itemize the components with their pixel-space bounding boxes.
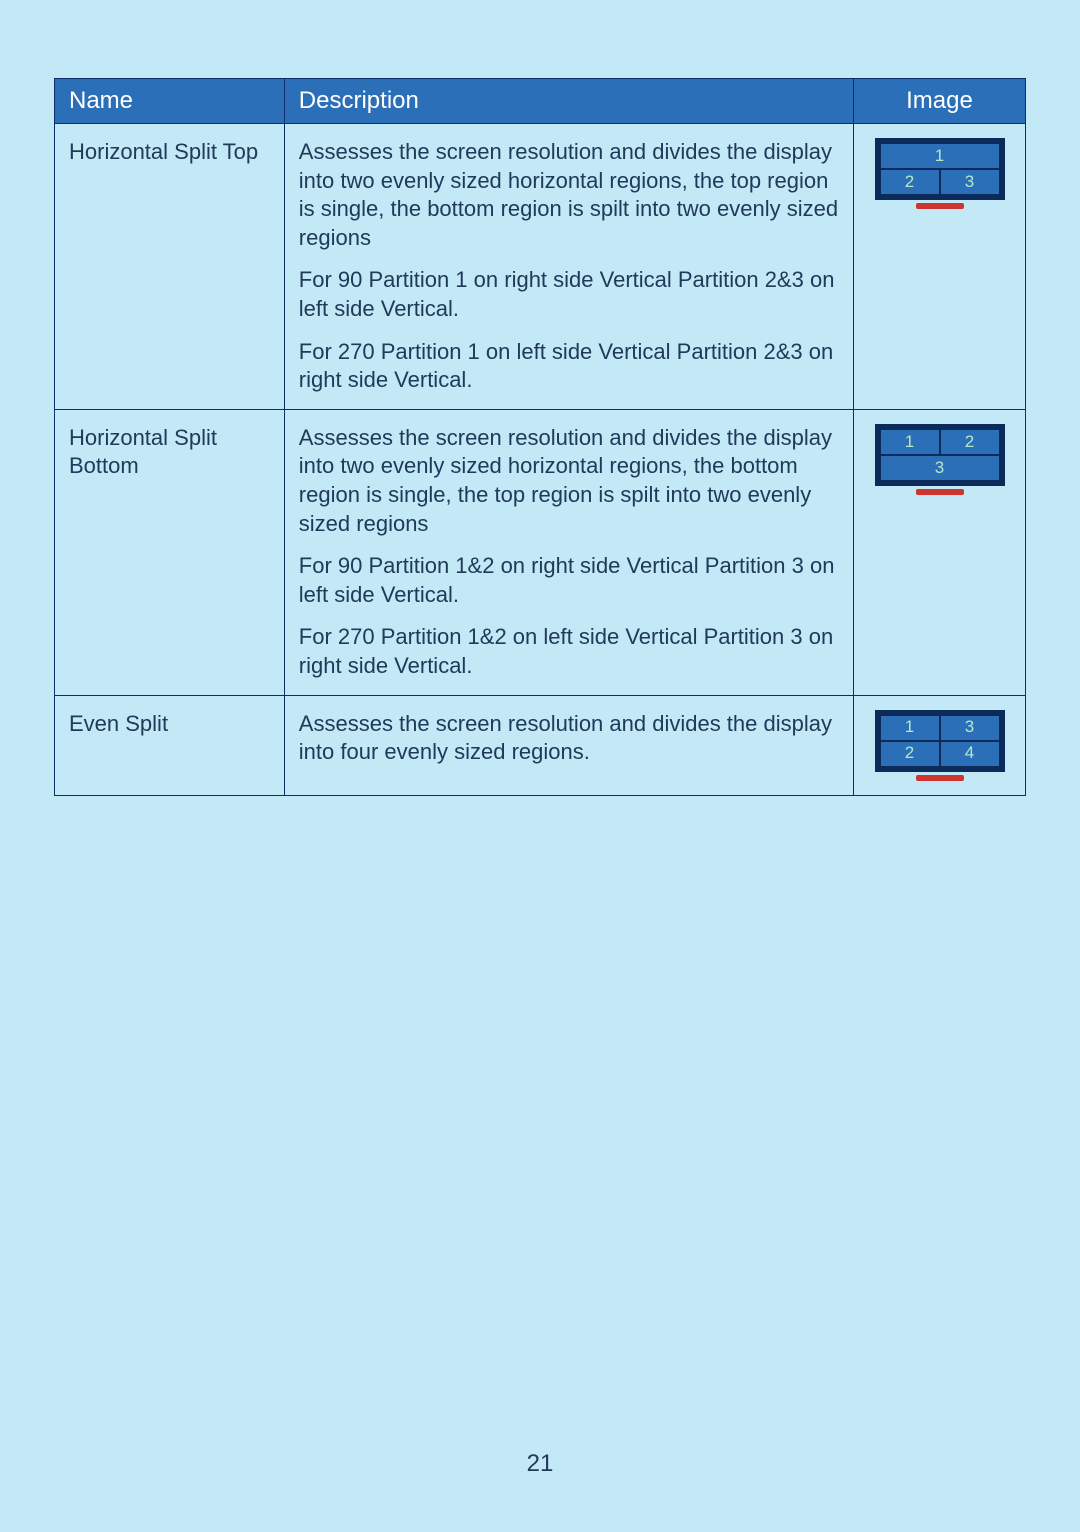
row-name: Even Split: [55, 695, 285, 795]
partition-cell: 1: [881, 144, 999, 168]
row-name: Horizontal Split Top: [55, 124, 285, 410]
col-header-description: Description: [284, 79, 853, 124]
monitor-frame: 1 2 3: [875, 424, 1005, 486]
table-row: Horizontal Split Bottom Assesses the scr…: [55, 409, 1026, 695]
row-description: Assesses the screen resolution and divid…: [284, 124, 853, 410]
monitor-stand: [916, 203, 964, 209]
page: Name Description Image Horizontal Split …: [0, 0, 1080, 1532]
row-name: Horizontal Split Bottom: [55, 409, 285, 695]
monitor-stand: [916, 775, 964, 781]
partition-cell: 1: [881, 430, 939, 454]
monitor-frame: 1 3 2 4: [875, 710, 1005, 772]
partition-cell: 2: [881, 742, 939, 766]
col-header-name: Name: [55, 79, 285, 124]
row-image: 1 2 3: [854, 409, 1026, 695]
desc-paragraph: For 90 Partition 1&2 on right side Verti…: [299, 552, 839, 609]
row-image: 1 3 2 4: [854, 695, 1026, 795]
desc-paragraph: Assesses the screen resolution and divid…: [299, 138, 839, 252]
monitor-icon: 1 2 3: [875, 424, 1005, 495]
table-header-row: Name Description Image: [55, 79, 1026, 124]
desc-paragraph: Assesses the screen resolution and divid…: [299, 710, 839, 767]
desc-paragraph: Assesses the screen resolution and divid…: [299, 424, 839, 538]
monitor-frame: 1 2 3: [875, 138, 1005, 200]
monitor-icon: 1 2 3: [875, 138, 1005, 209]
partition-cell: 3: [941, 716, 999, 740]
page-number: 21: [0, 1450, 1080, 1478]
row-description: Assesses the screen resolution and divid…: [284, 695, 853, 795]
row-image: 1 2 3: [854, 124, 1026, 410]
monitor-screen: 1 2 3: [881, 144, 999, 194]
partition-cell: 2: [941, 430, 999, 454]
table-row: Horizontal Split Top Assesses the screen…: [55, 124, 1026, 410]
monitor-icon: 1 3 2 4: [875, 710, 1005, 781]
monitor-screen: 1 3 2 4: [881, 716, 999, 766]
partition-cell: 3: [881, 456, 999, 480]
partition-cell: 2: [881, 170, 939, 194]
table-row: Even Split Assesses the screen resolutio…: [55, 695, 1026, 795]
desc-paragraph: For 270 Partition 1 on left side Vertica…: [299, 338, 839, 395]
partition-cell: 1: [881, 716, 939, 740]
col-header-image: Image: [854, 79, 1026, 124]
desc-paragraph: For 90 Partition 1 on right side Vertica…: [299, 266, 839, 323]
partition-table: Name Description Image Horizontal Split …: [54, 78, 1026, 796]
row-description: Assesses the screen resolution and divid…: [284, 409, 853, 695]
monitor-screen: 1 2 3: [881, 430, 999, 480]
monitor-stand: [916, 489, 964, 495]
partition-cell: 4: [941, 742, 999, 766]
desc-paragraph: For 270 Partition 1&2 on left side Verti…: [299, 623, 839, 680]
partition-cell: 3: [941, 170, 999, 194]
